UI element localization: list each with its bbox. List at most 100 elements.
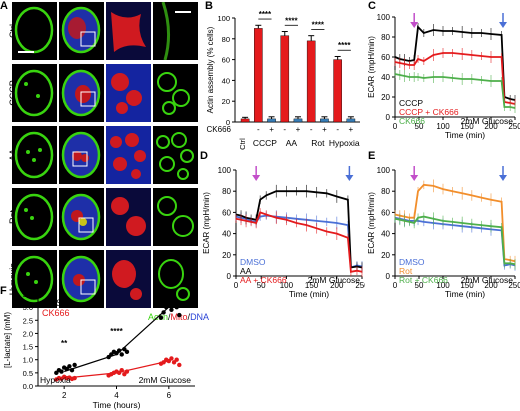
legend-entry: DMSO (240, 257, 266, 267)
bar (333, 59, 342, 123)
y-axis-label: ECAR (mpH/min) (202, 192, 211, 254)
y-tick-label: 1.0 (23, 356, 33, 365)
y-tick-label: 60 (222, 208, 231, 217)
bar (280, 35, 290, 123)
panel-label-a: A (0, 0, 8, 12)
y-axis-label: [L-lactate] (mM) (3, 312, 12, 368)
significance-label: **** (163, 295, 176, 304)
significance-label: **** (259, 10, 272, 19)
series-line (394, 215, 516, 266)
ck666-sign: - (257, 125, 260, 134)
data-point (119, 352, 124, 357)
significance-label: **** (338, 41, 351, 50)
y-tick-label: 100 (217, 14, 230, 23)
group-label: AA (286, 138, 298, 148)
line-chart-ecar-cccp: 0 20 40 60 80 100 0 50 100 150 200 250 Time (min) ECA… (367, 13, 520, 140)
bar (254, 28, 263, 123)
x-tick-label: 50 (415, 281, 424, 290)
y-tick-label: 3.0 (23, 303, 33, 312)
x-axis-label: Time (min) (445, 289, 485, 299)
data-point (174, 357, 179, 362)
x-tick-label: 2 (62, 391, 67, 400)
x-tick-label: 6 (167, 391, 172, 400)
series-line (235, 214, 363, 269)
actin-image-cccp (12, 64, 57, 122)
y-tick-label: 60 (222, 56, 230, 65)
arrow-head (410, 175, 419, 181)
mito-zoom-hypoxia (106, 250, 151, 308)
panel-label-b: B (205, 0, 213, 12)
y-tick-label: 0 (386, 272, 391, 281)
line-chart-ecar-aa: 0 20 40 60 80 100 0 50 100 150 200 250 Time (min) ECA… (202, 166, 365, 299)
data-point (124, 349, 130, 355)
bar (320, 118, 329, 123)
data-point (161, 310, 166, 315)
ck666-sign: - (310, 125, 313, 134)
y-tick-label: 0 (227, 272, 232, 281)
y-tick-label: 100 (377, 13, 391, 22)
significance-label: ** (61, 339, 68, 348)
x-tick-label: 200 (330, 281, 344, 290)
y-tick-label: 40 (381, 230, 390, 239)
legend-entry: CK666 (399, 116, 425, 126)
y-tick-label: 40 (222, 230, 231, 239)
legend-entry: CCCP + CK666 (399, 107, 459, 117)
y-tick-label: 0 (386, 113, 391, 122)
scatter-chart-lactate: 0.0 0.5 1.0 1.5 2.0 2.5 3.0 3.5 2 4 6 Time (hours) [… (3, 290, 195, 410)
ck666-sign: + (269, 125, 274, 134)
y-tick-label: 80 (222, 187, 231, 196)
ck666-sign: + (349, 125, 354, 134)
panel-label-d: D (200, 150, 208, 162)
bar (293, 118, 303, 123)
y-tick-label: 40 (222, 76, 230, 85)
x-tick-label: 0 (393, 122, 398, 131)
y-tick-label: 3.5 (23, 290, 33, 299)
x-tick-label: 100 (436, 122, 450, 131)
actin-zoom-rot (153, 188, 198, 246)
legend-sep-2: / (187, 312, 191, 322)
bar (267, 118, 276, 123)
data-point (174, 304, 179, 310)
merge-image-rot (59, 188, 104, 246)
data-point (169, 356, 174, 361)
bar (306, 40, 316, 123)
legend-dna: DNA (190, 312, 210, 322)
x-tick-label: 250 (508, 281, 520, 290)
actin-image-hypoxia (12, 250, 57, 308)
series-line (394, 73, 516, 109)
actin-zoom-hypoxia (153, 250, 198, 308)
x-tick-label: 0 (393, 281, 398, 290)
legend-entry: DMSO (42, 298, 69, 308)
data-point (116, 348, 122, 353)
y-tick-label: 80 (381, 33, 390, 42)
annotation-glucose: 2mM Glucose (139, 375, 192, 385)
merge-image-cccp (59, 64, 104, 122)
annotation-glucose: 2mM Glucose (308, 275, 361, 285)
actin-zoom-cccp (153, 64, 198, 122)
legend-entry: CK666 (42, 308, 70, 318)
y-tick-label: 0.0 (23, 382, 33, 391)
group-label: Hypoxia (329, 138, 360, 148)
x-tick-label: 100 (280, 281, 294, 290)
data-point (59, 369, 64, 374)
y-tick-label: 40 (381, 73, 390, 82)
x-tick-label: 150 (305, 281, 319, 290)
x-axis-label: Time (min) (445, 130, 485, 140)
merge-image-hypoxia (59, 250, 104, 308)
panel-label-f: F (0, 285, 7, 297)
series-line (394, 183, 516, 263)
y-tick-label: 1.5 (23, 343, 33, 352)
group-label: CCCP (253, 138, 277, 148)
legend-entry: CCCP (399, 98, 423, 108)
group-label: Rot (311, 138, 325, 148)
legend-sep-1: / (168, 312, 171, 322)
arrow-head (410, 22, 419, 28)
y-tick-label: 60 (381, 53, 390, 62)
arrow-head (499, 22, 507, 28)
significance-label: **** (110, 327, 123, 336)
ck666-sign: + (296, 125, 301, 134)
y-tick-label: 20 (222, 251, 231, 260)
data-point (124, 369, 130, 374)
data-point (158, 315, 164, 320)
